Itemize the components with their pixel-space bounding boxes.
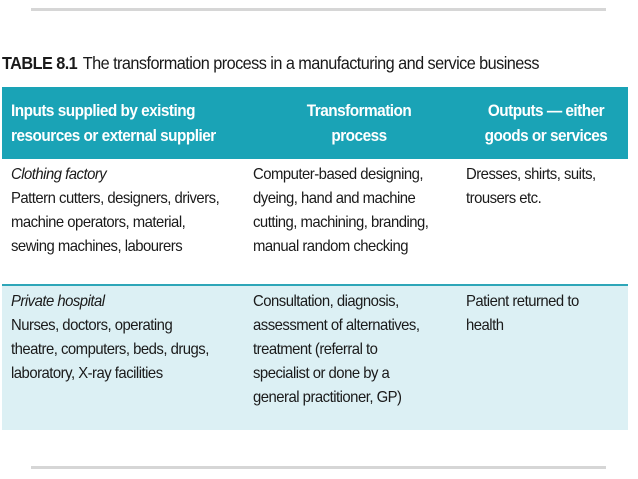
bottom-divider — [31, 466, 606, 469]
header-inputs-line: Inputs supplied by existing — [11, 102, 196, 120]
cell-line: theatre, computers, beds, drugs, — [11, 341, 209, 358]
table-row: Clothing factory Pattern cutters, design… — [2, 159, 628, 284]
header-transformation-line: Transformation — [306, 102, 412, 120]
row-transformation-cell: Computer-based designing, dyeing, hand a… — [253, 163, 429, 259]
cell-line: Pattern cutters, designers, drivers, — [11, 190, 220, 207]
cell-line: Nurses, doctors, operating — [11, 317, 173, 334]
cell-line: dyeing, hand and machine — [253, 190, 416, 207]
row-outputs-cell: Patient returned to health — [466, 290, 579, 338]
cell-line: specialist or done by a — [253, 365, 390, 382]
cell-line: Computer-based designing, — [253, 166, 424, 183]
table-caption: TABLE 8.1 The transformation process in a… — [2, 53, 540, 74]
row-category: Private hospital — [11, 293, 105, 310]
cell-line: health — [466, 317, 504, 334]
table-row: Private hospital Nurses, doctors, operat… — [2, 286, 628, 430]
cell-line: general practitioner, GP) — [253, 389, 402, 406]
cell-line: laboratory, X-ray facilities — [11, 365, 163, 382]
header-transformation-line: process — [331, 127, 387, 145]
table-header: Inputs supplied by existing resources or… — [2, 87, 628, 159]
row-inputs-cell: Private hospital Nurses, doctors, operat… — [11, 290, 209, 386]
cell-line: treatment (referral to — [253, 341, 378, 358]
header-transformation: Transformation process — [261, 99, 456, 149]
cell-line: Dresses, shirts, suits, — [466, 166, 596, 183]
cell-line: manual random checking — [253, 238, 409, 255]
cell-line: sewing machines, labourers — [11, 238, 183, 255]
row-transformation-cell: Consultation, diagnosis, assessment of a… — [253, 290, 420, 410]
header-outputs-line: goods or services — [484, 127, 608, 145]
cell-line: machine operators, material, — [11, 214, 186, 231]
header-outputs: Outputs — either goods or services — [476, 99, 616, 149]
header-inputs: Inputs supplied by existing resources or… — [11, 99, 216, 149]
row-inputs-cell: Clothing factory Pattern cutters, design… — [11, 163, 220, 259]
transformation-table: Inputs supplied by existing resources or… — [2, 87, 628, 430]
cell-line: cutting, machining, branding, — [253, 214, 429, 231]
cell-line: Patient returned to — [466, 293, 579, 310]
top-divider — [31, 8, 606, 11]
cell-line: trousers etc. — [466, 190, 542, 207]
cell-line: assessment of alternatives, — [253, 317, 420, 334]
row-outputs-cell: Dresses, shirts, suits, trousers etc. — [466, 163, 596, 211]
row-separator — [2, 284, 628, 286]
table-caption-label: TABLE 8.1 — [2, 53, 78, 73]
cell-line: Consultation, diagnosis, — [253, 293, 399, 310]
header-outputs-line: Outputs — either — [487, 102, 605, 120]
row-category: Clothing factory — [11, 166, 107, 183]
header-inputs-line: resources or external supplier — [11, 127, 216, 145]
table-caption-text: The transformation process in a manufact… — [82, 53, 540, 73]
